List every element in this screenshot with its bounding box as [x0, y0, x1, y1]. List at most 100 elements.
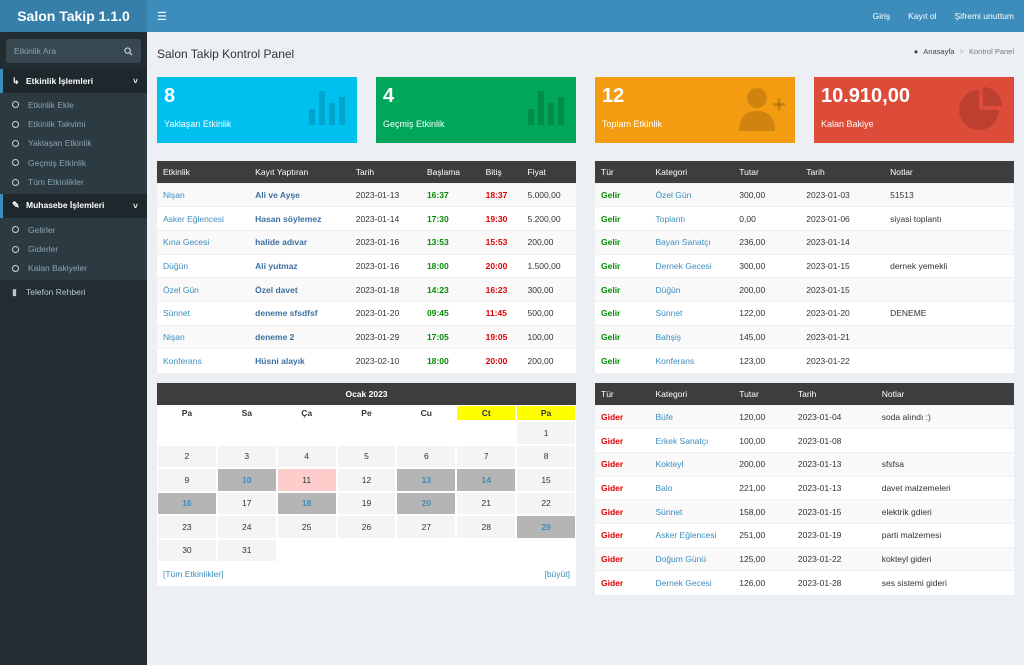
calendar-day[interactable]: 7 — [456, 444, 517, 468]
table-cell[interactable]: Özel Gün — [649, 182, 734, 207]
table-cell[interactable]: Bahşiş — [649, 324, 734, 349]
calendar-day[interactable]: 8 — [516, 444, 576, 468]
table-cell[interactable]: Düğün — [649, 277, 734, 302]
table-row[interactable]: Gider Dernek Gecesi 126,00 2023-01-28 ses si… — [595, 570, 1014, 595]
table-row[interactable]: Gelir Bahşiş 145,00 2023-01-21 — [595, 324, 1014, 349]
calendar-day[interactable]: 5 — [336, 444, 397, 468]
table-row[interactable]: Sünnet deneme sfsdfsf 2023-01-20 09:45 11:45… — [157, 300, 576, 326]
calendar-day[interactable]: 1 — [516, 421, 576, 445]
sidebar-item[interactable]: Yaklaşan Etkinlik — [0, 134, 147, 153]
search-icon[interactable] — [124, 46, 133, 56]
register-link[interactable]: Kayıt ol — [908, 11, 937, 21]
sidebar-item[interactable]: Etkinlik Ekle — [0, 95, 147, 114]
table-cell[interactable]: Konferans — [157, 348, 250, 373]
calendar-day[interactable]: 25 — [276, 515, 337, 539]
table-cell[interactable]: Özel Gün — [157, 277, 250, 302]
calendar-day[interactable]: 28 — [456, 515, 517, 539]
search-input[interactable] — [14, 46, 114, 56]
table-row[interactable]: Gelir Düğün 200,00 2023-01-15 — [595, 277, 1014, 302]
calendar-day[interactable]: 16 — [157, 491, 217, 515]
table-row[interactable]: Gelir Özel Gün 300,00 2023-01-03 51513 — [595, 182, 1014, 207]
calendar-day[interactable]: 9 — [157, 468, 217, 492]
table-row[interactable]: Gider Asker Eğlencesi 251,00 2023-01-19 part… — [595, 522, 1014, 548]
sidebar-group-1[interactable]: ↳ Etkinlik İşlemleri ˅ — [0, 69, 147, 93]
table-cell[interactable]: halide adıvar — [249, 229, 350, 255]
table-row[interactable]: Özel Gün Özel davet 2023-01-18 14:23 16:23 30… — [157, 277, 576, 302]
table-cell[interactable]: Sünnet — [649, 300, 734, 326]
calendar-day[interactable]: 4 — [276, 444, 337, 468]
table-row[interactable]: Gelir Dernek Gecesi 300,00 2023-01-15 dernek… — [595, 253, 1014, 278]
table-row[interactable]: Nişan deneme 2 2023-01-29 17:05 19:05 100,00 — [157, 324, 576, 349]
table-cell[interactable]: Büfe — [649, 404, 734, 429]
breadcrumb-home[interactable]: Anasayfa — [923, 47, 955, 56]
table-cell[interactable]: Kına Gecesi — [157, 229, 250, 255]
table-cell[interactable]: Erkek Sanatçı — [649, 428, 734, 453]
table-row[interactable]: Gider Kokteyl 200,00 2023-01-13 sfsfsa — [595, 451, 1014, 477]
table-row[interactable]: Gelir Konferans 123,00 2023-01-22 — [595, 348, 1014, 373]
table-cell[interactable]: Dernek Gecesi — [649, 570, 734, 595]
table-cell[interactable]: Toplantı — [649, 206, 734, 231]
calendar-day[interactable]: 24 — [216, 515, 277, 539]
sidebar-item-phone-book[interactable]: ▮ Telefon Rehberi — [0, 280, 147, 304]
table-cell[interactable]: Özel davet — [249, 277, 350, 302]
calendar-day[interactable]: 26 — [336, 515, 397, 539]
table-cell[interactable]: Hasan söylemez — [249, 206, 350, 231]
calendar-day[interactable]: 30 — [157, 538, 217, 562]
table-cell[interactable]: Düğün — [157, 253, 250, 278]
sidebar-item[interactable]: Gelirler — [0, 220, 147, 239]
calendar-day[interactable]: 29 — [516, 515, 576, 539]
stat-box[interactable]: 8 Yaklaşan Etkinlik — [157, 77, 357, 143]
calendar-day[interactable]: 2 — [157, 444, 217, 468]
calendar-day[interactable]: 27 — [396, 515, 457, 539]
table-row[interactable]: Kına Gecesi halide adıvar 2023-01-16 13:53 1… — [157, 229, 576, 255]
table-row[interactable]: Nişan Ali ve Ayşe 2023-01-13 16:37 18:37 5.00… — [157, 182, 576, 207]
stat-box[interactable]: 10.910,00 Kalan Bakiye — [814, 77, 1014, 143]
calendar-day[interactable]: 19 — [336, 491, 397, 515]
table-cell[interactable]: Ali ve Ayşe — [249, 182, 350, 207]
calendar-day[interactable]: 18 — [276, 491, 337, 515]
table-cell[interactable]: Bayan Sanatçı — [649, 229, 734, 255]
table-row[interactable]: Düğün Ali yutmaz 2023-01-16 18:00 20:00 1.500… — [157, 253, 576, 278]
calendar-day[interactable]: 11 — [276, 468, 337, 492]
calendar-day[interactable]: 13 — [396, 468, 457, 492]
table-row[interactable]: Gelir Sünnet 122,00 2023-01-20 DENEME — [595, 300, 1014, 326]
table-row[interactable]: Gider Erkek Sanatçı 100,00 2023-01-08 — [595, 428, 1014, 453]
table-cell[interactable]: Asker Eğlencesi — [649, 522, 734, 548]
calendar-day[interactable]: 10 — [216, 468, 277, 492]
table-cell[interactable]: Sünnet — [649, 499, 734, 524]
table-cell[interactable]: Sünnet — [157, 300, 250, 326]
table-cell[interactable]: Nişan — [157, 182, 250, 207]
table-cell[interactable]: Nişan — [157, 324, 250, 349]
sidebar-item[interactable]: Giderler — [0, 239, 147, 258]
stat-box[interactable]: 12 Toplam Etkinlik — [595, 77, 795, 143]
enlarge-link[interactable]: [büyüt] — [544, 569, 570, 579]
table-cell[interactable]: Hüsni alayık — [249, 348, 350, 373]
calendar-day[interactable]: 31 — [216, 538, 277, 562]
calendar-day[interactable]: 17 — [216, 491, 277, 515]
calendar-day[interactable]: 3 — [216, 444, 277, 468]
calendar-day[interactable]: 21 — [456, 491, 517, 515]
table-row[interactable]: Gelir Bayan Sanatçı 236,00 2023-01-14 — [595, 229, 1014, 255]
table-cell[interactable]: Ali yutmaz — [249, 253, 350, 278]
menu-toggle-icon[interactable]: ☰ — [157, 11, 167, 23]
stat-box[interactable]: 4 Geçmiş Etkinlik — [376, 77, 576, 143]
table-cell[interactable]: deneme 2 — [249, 324, 350, 349]
table-row[interactable]: Gider Büfe 120,00 2023-01-04 soda alındı :) — [595, 404, 1014, 429]
table-cell[interactable]: deneme sfsdfsf — [249, 300, 350, 326]
table-cell[interactable]: Kokteyl — [649, 451, 734, 477]
table-cell[interactable]: Konferans — [649, 348, 734, 373]
table-cell[interactable]: Dernek Gecesi — [649, 253, 734, 278]
calendar-day[interactable]: 22 — [516, 491, 576, 515]
app-logo[interactable]: Salon Takip 1.1.0 — [0, 0, 147, 32]
table-row[interactable]: Gider Doğum Günü 125,00 2023-01-22 kokteyl g… — [595, 546, 1014, 571]
table-cell[interactable]: Balo — [649, 475, 734, 500]
table-row[interactable]: Gider Sünnet 158,00 2023-01-15 elektrik gdie… — [595, 499, 1014, 524]
calendar-day[interactable]: 23 — [157, 515, 217, 539]
forgot-password-link[interactable]: Şifremi unuttum — [954, 11, 1014, 21]
sidebar-item[interactable]: Etkinlik Takvimi — [0, 114, 147, 133]
sidebar-item[interactable]: Kalan Bakiyeler — [0, 259, 147, 278]
calendar-day[interactable]: 20 — [396, 491, 457, 515]
calendar-day[interactable]: 6 — [396, 444, 457, 468]
calendar-day[interactable]: 15 — [516, 468, 576, 492]
table-row[interactable]: Gelir Toplantı 0,00 2023-01-06 siyasi toplan… — [595, 206, 1014, 231]
